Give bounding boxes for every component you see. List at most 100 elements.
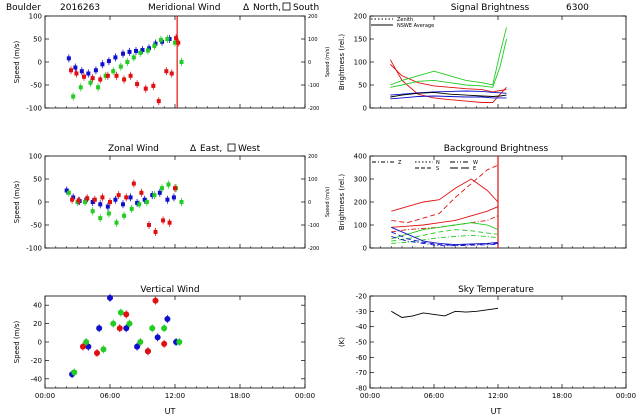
meridional-y2-tick-label: 200 — [308, 14, 318, 20]
meridional-point — [93, 68, 98, 73]
meridional-point — [106, 59, 111, 64]
meridional-point — [100, 62, 105, 67]
zonal-point — [114, 220, 119, 225]
vertical-point — [100, 346, 107, 353]
signal-y-label: Brightness (rel.) — [338, 34, 346, 90]
signal-y-tick-label: 100 — [354, 59, 367, 67]
background-brightness-panel: Background Brightness Z N S W E — [372, 144, 549, 172]
delta-north-symbol: Δ — [243, 3, 250, 13]
signal-y-tick-label: 0 — [363, 105, 367, 113]
vertical-y-tick-label: 40 — [33, 302, 42, 310]
zonal-point — [70, 197, 75, 202]
vertical-point — [161, 325, 168, 332]
signal-series-line — [390, 91, 507, 98]
vertical-x-tick-label: 00:00 — [295, 392, 315, 400]
meridional-point — [96, 85, 101, 90]
meridional-frame — [44, 15, 306, 109]
date-label: 2016263 — [60, 3, 100, 13]
vertical-point — [123, 311, 130, 318]
vertical-point — [164, 316, 171, 322]
background-title: Background Brightness — [444, 144, 549, 154]
vertical-point — [85, 343, 92, 350]
meridional-y2-label: Speed (m/s) — [325, 47, 331, 77]
sky-temperature-panel: Sky Temperature — [458, 285, 534, 295]
background-series-line — [391, 231, 499, 246]
vertical-plot — [44, 293, 306, 389]
zonal-title: Zonal Wind — [108, 144, 159, 154]
zonal-point — [85, 196, 90, 201]
meridional-point — [73, 65, 78, 70]
zonal-point — [166, 182, 171, 187]
zonal-point — [179, 200, 184, 204]
zonal-point — [116, 193, 121, 198]
site-label: Boulder — [6, 3, 41, 13]
zonal-legend-west: West — [238, 144, 261, 154]
background-series-line — [391, 222, 499, 240]
zonal-y-tick-label: -50 — [31, 222, 42, 230]
zonal-point — [124, 195, 129, 200]
vertical-point — [154, 334, 161, 341]
meridional-point — [167, 37, 172, 41]
signal-series-line — [390, 90, 507, 96]
meridional-y2-tick-label: 100 — [308, 37, 318, 43]
signal-brightness-panel: Signal Brightness 6300 Zenith NSWE Avera… — [371, 3, 589, 29]
skytemp-x-tick-label: 06:00 — [424, 392, 444, 400]
zonal-point — [100, 195, 105, 200]
skytemp-y-tick-label: -60 — [356, 354, 367, 362]
signal-series-line — [390, 27, 507, 86]
vertical-wind-panel: Vertical Wind — [140, 285, 199, 295]
meridional-point — [69, 68, 73, 73]
vertical-point — [137, 339, 144, 345]
zonal-point — [121, 202, 125, 207]
skytemp-x-tick-label: 00:00 — [360, 392, 380, 400]
zonal-point — [66, 190, 71, 195]
vertical-point — [71, 369, 78, 376]
background-y-tick-label: 0 — [363, 245, 367, 253]
zonal-point — [108, 200, 112, 204]
skytemp-frame — [369, 295, 627, 389]
vertical-y-label: Speed (m/s) — [13, 321, 21, 364]
meridional-point — [138, 50, 143, 55]
signal-plot — [369, 15, 627, 109]
meridional-point — [152, 43, 157, 48]
meridional-point — [122, 77, 127, 82]
delta-east-symbol: Δ — [190, 144, 197, 154]
background-y-tick-label: 400 — [354, 153, 367, 161]
meridional-point — [98, 77, 103, 82]
zonal-point — [131, 181, 136, 186]
meridional-point — [134, 48, 138, 53]
zonal-point — [90, 200, 95, 204]
zonal-point — [98, 216, 103, 221]
meridional-point — [131, 55, 136, 60]
meridional-y2-tick-label: -100 — [308, 83, 319, 89]
meridional-point — [158, 37, 163, 42]
skytemp-title: Sky Temperature — [458, 285, 534, 295]
vertical-point — [152, 297, 159, 304]
vertical-point — [116, 325, 123, 332]
vertical-point — [107, 294, 113, 301]
meridional-y-tick-label: 100 — [29, 13, 42, 21]
background-series-line — [391, 178, 499, 212]
zonal-point — [173, 186, 177, 191]
meridional-y2-tick-label: -200 — [308, 106, 319, 112]
zonal-plot — [44, 155, 306, 249]
signal-legend-zenith: Zenith — [397, 17, 413, 23]
zonal-point — [139, 190, 144, 195]
zonal-point — [128, 195, 133, 200]
vertical-title: Vertical Wind — [140, 285, 199, 295]
meridional-y2-tick-label: 0 — [308, 60, 311, 66]
signal-y-tick-label: 150 — [354, 36, 367, 44]
meridional-point — [86, 71, 91, 76]
meridional-point — [140, 48, 145, 53]
skytemp-x-tick-label: 12:00 — [488, 392, 508, 400]
skytemp-y-label: (K) — [338, 337, 346, 347]
background-series-line — [391, 215, 499, 233]
meridional-point — [121, 51, 125, 56]
vertical-x-tick-label: 18:00 — [230, 392, 250, 400]
zonal-y2-tick-label: -200 — [308, 246, 319, 252]
background-series-line — [391, 206, 499, 228]
vertical-y-tick-label: -40 — [31, 375, 42, 383]
zonal-y-label: Speed (m/s) — [13, 181, 21, 224]
